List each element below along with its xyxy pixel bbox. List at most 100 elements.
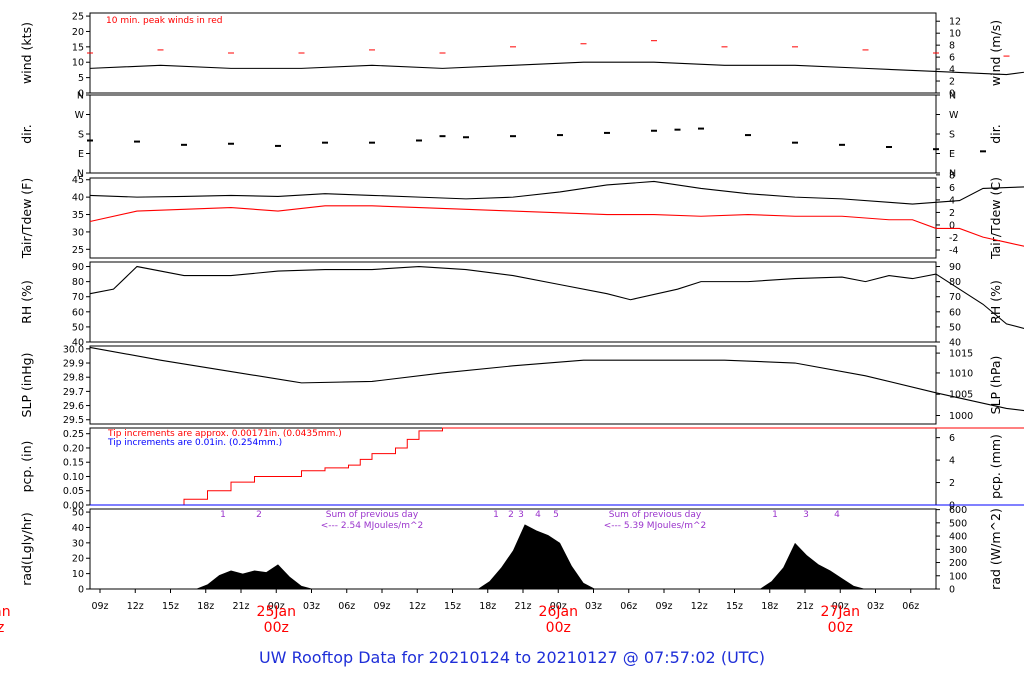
- hour-mark: 2: [256, 510, 262, 520]
- y-tick-label-right: 0: [949, 501, 955, 512]
- day-label-date: 25Jan: [257, 604, 296, 620]
- y-tick-label: 0.00: [63, 501, 84, 512]
- panel-radiation: 010203040500100200300400500600rad(Lgly/h…: [19, 505, 1003, 595]
- y-axis-label: pcp. (in): [19, 441, 34, 493]
- x-tick-label: 03z: [585, 601, 602, 612]
- y-tick-label: 0.05: [63, 486, 84, 497]
- y-axis-label: RH (%): [19, 280, 34, 324]
- y-tick-label-right: 50: [949, 322, 961, 333]
- y-tick-label-right: 0: [949, 585, 955, 596]
- y-tick-label-right: E: [949, 149, 955, 160]
- data-point: [369, 141, 375, 144]
- x-tick-label: 09z: [373, 601, 390, 612]
- data-point: [87, 139, 93, 142]
- data-point: [463, 136, 469, 139]
- y-axis-label: Tair/Tdew (F): [19, 178, 34, 259]
- x-tick-label: 21z: [796, 601, 813, 612]
- y-tick-label: 0.25: [63, 429, 84, 440]
- x-tick-label: 18z: [761, 601, 778, 612]
- y-tick-label: 0: [78, 89, 84, 100]
- y-tick-label: N: [77, 169, 84, 180]
- precip-line-red: [90, 427, 1024, 506]
- y-axis-label-right: wind (m/s): [988, 20, 1003, 86]
- data-point: [322, 141, 328, 144]
- hour-mark: 1: [772, 510, 778, 520]
- x-tick-label: 03z: [867, 601, 884, 612]
- y-tick-label-right: 400: [949, 532, 967, 543]
- y-tick-label: 30: [72, 227, 84, 238]
- x-tick-label: 18z: [479, 601, 496, 612]
- series-line-black: [89, 265, 1024, 329]
- y-tick-label: 0.10: [63, 472, 84, 483]
- wind-annotation: 10 min. peak winds in red: [106, 16, 223, 26]
- day-label-time-partial: z: [0, 620, 4, 636]
- chart-footer-title: UW Rooftop Data for 20210124 to 20210127…: [258, 648, 766, 667]
- y-tick-label-right: 40: [949, 338, 961, 349]
- x-tick-label: 15z: [162, 601, 179, 612]
- hour-mark: 2: [508, 510, 514, 520]
- y-tick-label-right: 70: [949, 292, 961, 303]
- day-label-date: 26Jan: [539, 604, 578, 620]
- data-point: [886, 146, 892, 148]
- x-tick-label: 12z: [691, 601, 708, 612]
- y-tick-label: 30.0: [63, 344, 84, 355]
- hour-mark: 4: [834, 510, 840, 520]
- y-tick-label-right: 1015: [949, 349, 973, 360]
- y-tick-label-right: S: [949, 130, 955, 141]
- y-tick-label: 30: [72, 538, 84, 549]
- panel-pressure: 29.5 29.6 29.7 29.8 29.9 30.0 1000 1005 1010 1015…: [19, 344, 1024, 426]
- day-label-date-partial: Jan: [0, 604, 11, 620]
- hour-mark: 3: [803, 510, 809, 520]
- y-tick-label-right: 1005: [949, 390, 973, 401]
- precip-note-blue: Tip increments are 0.01in. (0.254mm.): [107, 438, 282, 448]
- y-axis-label-right: pcp. (mm): [988, 434, 1003, 499]
- y-tick-label: 15: [72, 42, 84, 53]
- series-line-black: [89, 61, 1024, 76]
- panel-frame: [89, 177, 937, 259]
- data-point: [674, 128, 681, 131]
- y-tick-label-right: 2: [949, 208, 955, 219]
- day-label-time: 00z: [828, 620, 853, 636]
- y-tick-label-right: 8: [949, 41, 955, 52]
- series-line-black: [89, 180, 1024, 205]
- data-point: [980, 150, 986, 153]
- day-label-time: 00z: [264, 620, 289, 636]
- x-tick-label: 09z: [655, 601, 672, 612]
- y-axis-label: wind (kts): [19, 22, 34, 84]
- data-point: [839, 143, 845, 146]
- y-axis-label: dir.: [19, 124, 34, 143]
- y-tick-label: 29.8: [63, 373, 84, 384]
- y-tick-label-right: 6: [949, 183, 955, 194]
- y-tick-label-right: 2: [949, 478, 955, 489]
- x-tick-label: 15z: [444, 601, 461, 612]
- data-point: [557, 134, 563, 137]
- y-tick-label: 29.7: [63, 387, 84, 398]
- y-tick-label: 29.6: [63, 401, 84, 412]
- x-tick-label: 06z: [902, 601, 919, 612]
- y-tick-label: 35: [72, 210, 84, 221]
- y-tick-label: S: [78, 130, 84, 141]
- panel-frame: [89, 261, 937, 343]
- y-tick-label: 40: [72, 523, 84, 534]
- y-tick-label: 20: [72, 554, 84, 565]
- y-axis-label: rad(Lgly/hr): [19, 512, 34, 586]
- y-tick-label-right: 1010: [949, 368, 973, 379]
- y-axis-label-right: SLP (hPa): [988, 356, 1003, 415]
- hour-mark: 5: [553, 510, 559, 520]
- hour-mark: 4: [535, 510, 541, 520]
- y-tick-label-right: 4: [949, 456, 955, 467]
- x-tick-label: 21z: [232, 601, 249, 612]
- precip-note-red: Tip increments are approx. 0.00171in. (0…: [107, 429, 342, 439]
- data-point: [933, 148, 939, 151]
- y-tick-label: 10: [72, 58, 84, 69]
- y-tick-label-right: 4: [949, 65, 955, 76]
- radiation-area: [195, 524, 866, 589]
- y-tick-label-right: 6: [949, 433, 955, 444]
- day-sum-value: <--- 5.39 MJoules/m^2: [604, 521, 706, 531]
- y-tick-label: 29.9: [63, 359, 84, 370]
- y-axis-label-right: dir.: [988, 124, 1003, 143]
